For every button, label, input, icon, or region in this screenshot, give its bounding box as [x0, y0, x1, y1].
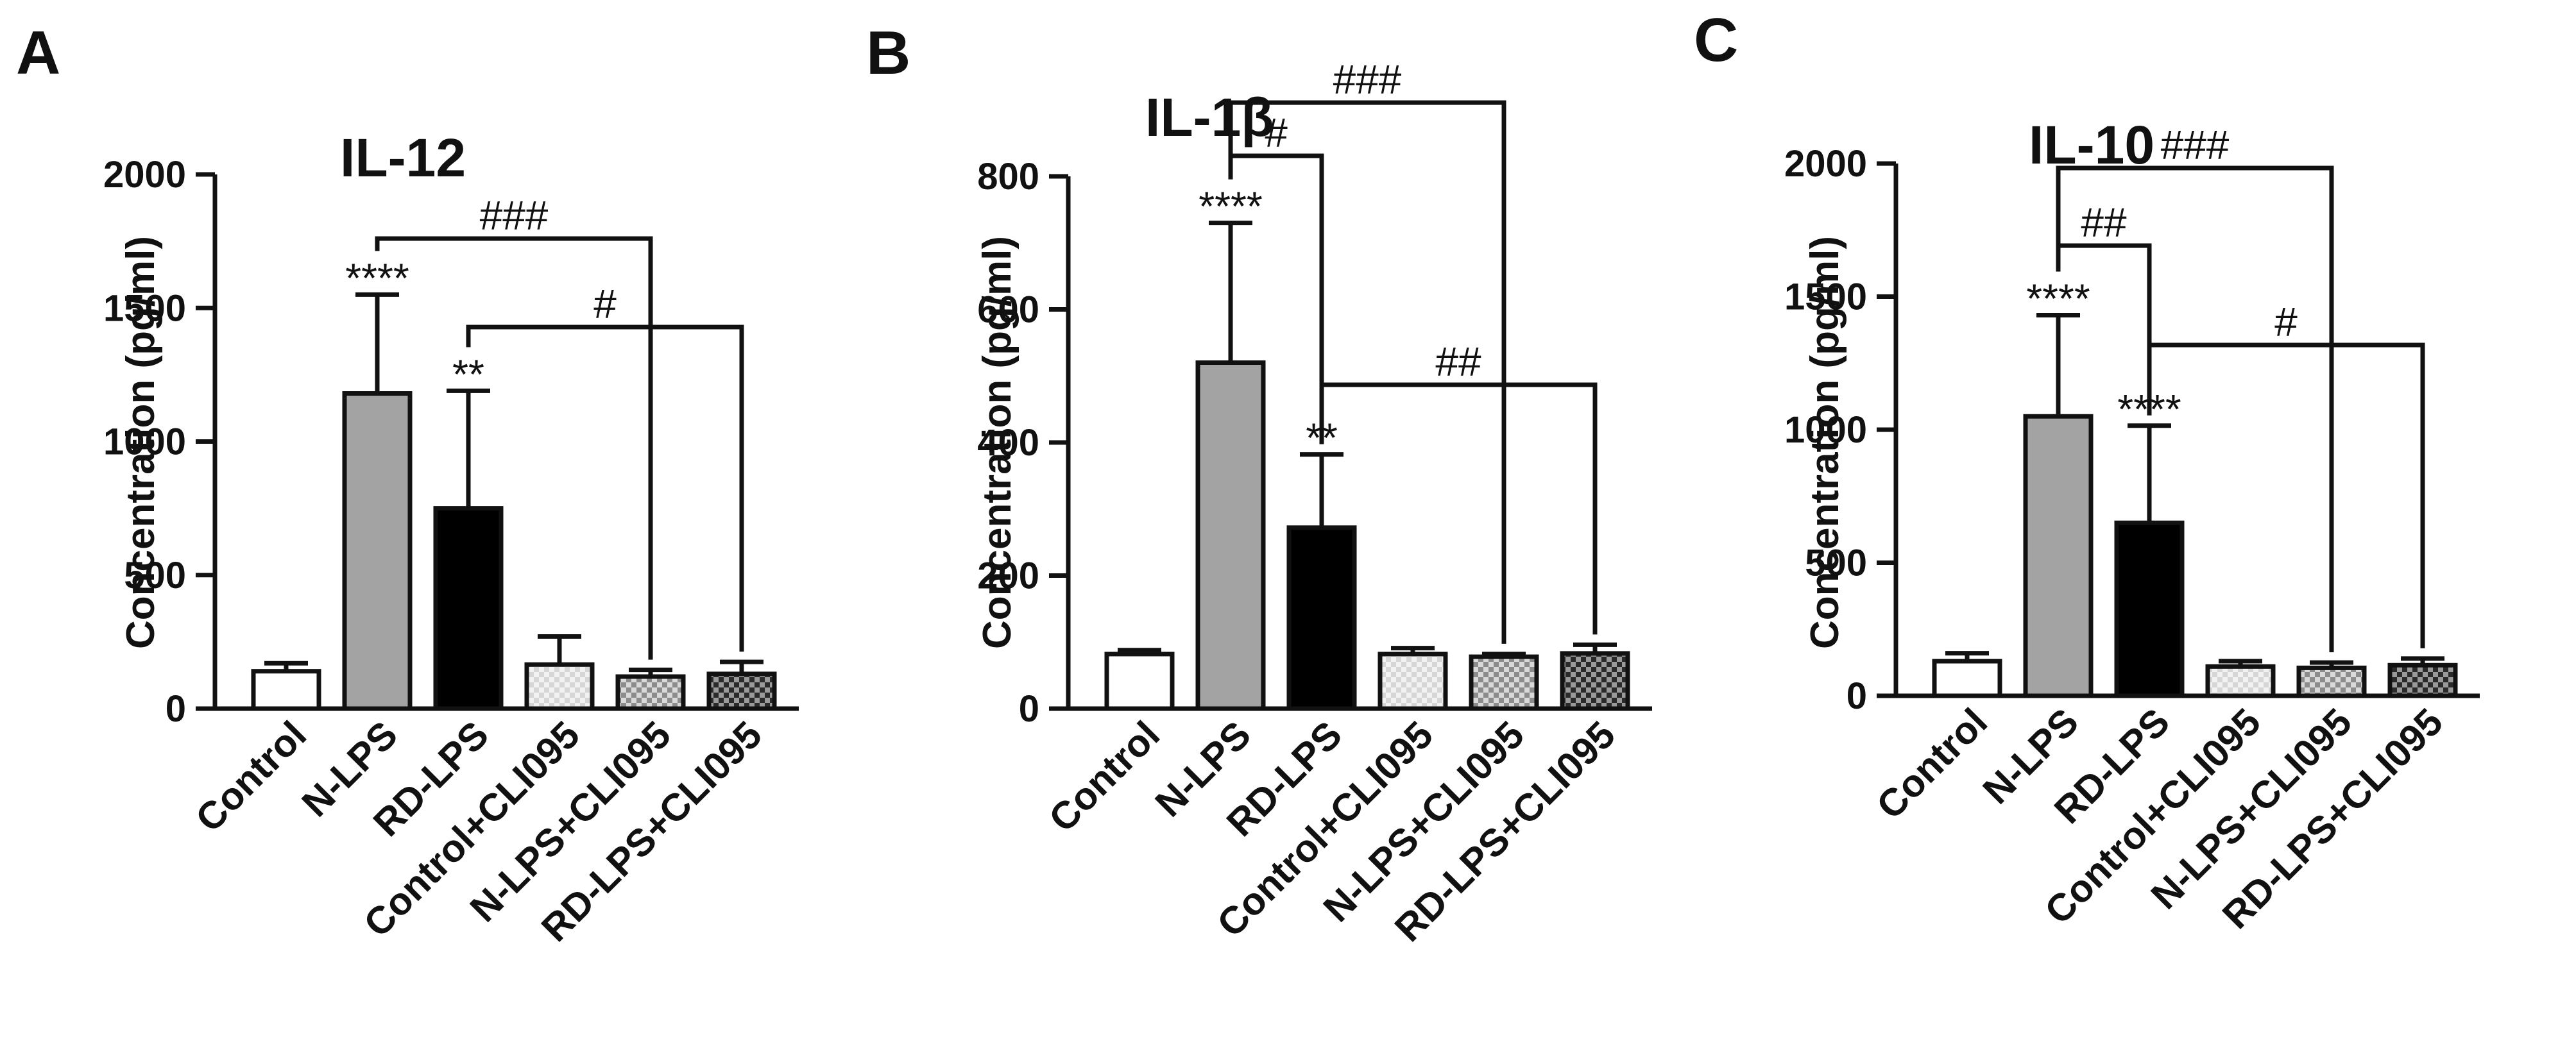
bar-b-2 [1286, 525, 1357, 711]
bracket-label-a: # [593, 281, 617, 327]
comparison-bracket-a [375, 236, 653, 660]
y-tick-label-a: 1500 [103, 287, 186, 329]
panel-b: B IL-1β Concentration (pg/ml) 0 200 400 600… [866, 19, 1652, 950]
bar-c-0 [1932, 659, 2002, 698]
significance-label-b: **** [1198, 183, 1263, 230]
x-tick-label-a: Control [187, 713, 314, 840]
y-tick-label-b: 200 [977, 555, 1039, 597]
comparison-bracket-c [2056, 165, 2334, 653]
bar-a-4 [615, 674, 686, 711]
y-tick-label-c: 2000 [1784, 143, 1867, 185]
panel-a: A IL-12 Concentration (pg/ml) 0 500 1000 15… [16, 19, 799, 950]
significance-label-a: **** [345, 255, 409, 301]
panel-letter-c: C [1694, 6, 1738, 74]
chart-title-c: IL-10 [2029, 115, 2154, 175]
y-tick-label-b: 400 [977, 422, 1039, 464]
significance-label-c: **** [2026, 276, 2090, 322]
y-axis-label-b: Concentration (pg/ml) [975, 236, 1019, 649]
bar-a-5 [706, 671, 777, 711]
panel-c: C IL-10 Concentration (pg/ml) 0 500 1000 15… [1694, 6, 2480, 937]
y-tick-label-a: 2000 [103, 154, 186, 196]
bracket-label-a: ### [480, 192, 549, 239]
y-tick-label-c: 1500 [1784, 276, 1867, 318]
panel-letter-b: B [866, 19, 910, 87]
bracket-label-c: # [2274, 299, 2298, 345]
y-tick-label-b: 600 [977, 289, 1039, 331]
bar-c-4 [2296, 665, 2367, 698]
comparison-bracket-c [2056, 243, 2152, 416]
chart-title-b: IL-1β [1145, 87, 1274, 147]
comparison-bracket-b [1319, 382, 1598, 635]
y-tick-label-c: 1000 [1784, 409, 1867, 451]
bar-a-0 [251, 669, 321, 711]
bar-b-1 [1195, 360, 1266, 711]
y-tick-label-b: 800 [977, 156, 1039, 198]
panel-letter-a: A [16, 19, 60, 87]
bar-c-5 [2387, 662, 2458, 698]
chart-title-a: IL-12 [340, 128, 466, 188]
bracket-label-b: ## [1435, 339, 1481, 385]
y-axis-label-c: Concentration (pg/ml) [1803, 236, 1847, 649]
bar-b-0 [1104, 652, 1175, 711]
y-axis-label-a: Concentration (pg/ml) [119, 236, 163, 649]
comparison-bracket-b [1228, 153, 1324, 444]
comparison-bracket-c [2147, 342, 2425, 648]
plot-area-a: 0500100015002000Control****N-LPS**RD-LPS… [103, 154, 799, 950]
comparison-bracket-b [1228, 100, 1506, 644]
x-tick-label-c: Control [1868, 700, 1995, 827]
bracket-label-b: ### [1333, 56, 1402, 103]
y-tick-label-b: 0 [1019, 688, 1039, 730]
plot-area-c: 0500100015002000Control****N-LPS****RD-L… [1784, 122, 2480, 937]
bar-b-5 [1560, 651, 1630, 711]
bracket-label-b: # [1265, 110, 1288, 156]
bracket-label-c: ## [2081, 199, 2127, 246]
y-tick-label-a: 500 [124, 555, 186, 596]
bar-c-3 [2205, 664, 2276, 698]
bar-c-1 [2023, 414, 2094, 698]
bar-b-4 [1469, 654, 1539, 711]
comparison-bracket-a [466, 324, 744, 652]
significance-label-a: ** [452, 351, 484, 397]
y-tick-label-a: 0 [166, 688, 186, 730]
y-tick-label-c: 0 [1847, 675, 1867, 717]
bar-a-3 [524, 662, 595, 711]
bracket-label-c: ### [2161, 122, 2230, 168]
bar-c-2 [2114, 520, 2185, 698]
y-tick-label-c: 500 [1805, 543, 1867, 584]
plot-area-b: 0200400600800Control****N-LPS**RD-LPSCon… [977, 56, 1652, 950]
bar-a-2 [433, 506, 504, 711]
bar-b-3 [1378, 652, 1448, 711]
bar-a-1 [342, 391, 413, 711]
x-tick-label-b: Control [1041, 713, 1168, 840]
y-tick-label-a: 1000 [103, 421, 186, 463]
